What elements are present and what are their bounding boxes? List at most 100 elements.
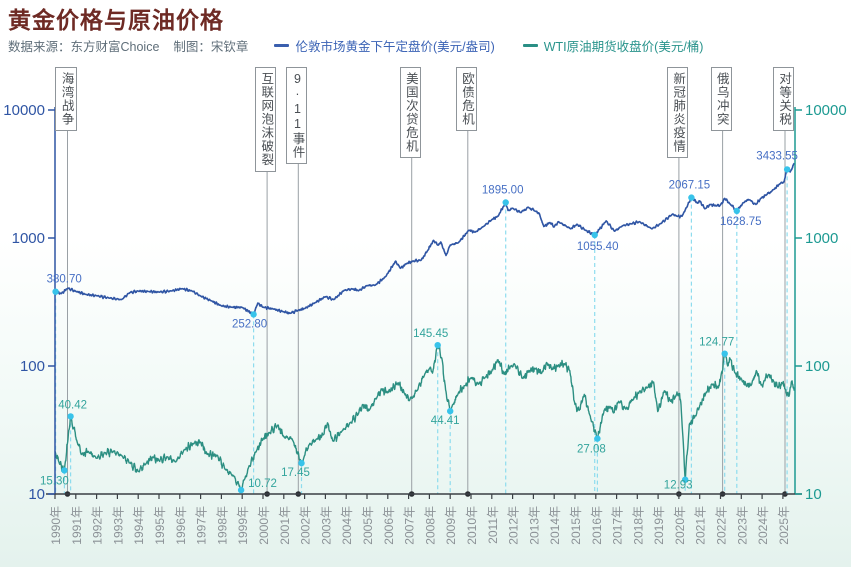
extreme-point-marker [67, 413, 74, 420]
x-tick-label: 1995年 [153, 506, 167, 545]
x-tick-label: 2005年 [361, 506, 375, 545]
extreme-point-marker [237, 486, 245, 494]
wti-line-swatch-icon [522, 44, 538, 47]
extreme-point-marker [594, 435, 601, 442]
x-tick-label: 1990年 [49, 506, 63, 545]
legend-label-wti: WTI原油期货收盘价(美元/桶) [543, 40, 704, 54]
x-tick-label: 2000年 [257, 506, 271, 545]
extreme-value-label: 44.41 [431, 415, 460, 427]
extreme-point-marker [502, 199, 509, 206]
page-title: 黄金价格与原油价格 [8, 7, 224, 33]
x-tick-label: 1993年 [111, 506, 125, 545]
extreme-value-label: 2067.15 [669, 180, 711, 192]
x-tick-label: 2015年 [569, 506, 583, 545]
event-label-box: 互联网泡沫破裂 [255, 67, 277, 172]
subtitle: 数据来源：东方财富Choice 制图：宋钦章 [8, 36, 248, 55]
left-y-tick-label: 10 [28, 486, 45, 503]
wti-price-line [54, 344, 796, 491]
x-tick-label: 2010年 [465, 506, 479, 545]
extreme-value-label: 380.70 [47, 274, 82, 286]
extreme-point-marker [447, 407, 454, 415]
extreme-value-label: 15.30 [40, 475, 69, 487]
x-tick-label: 2003年 [319, 506, 333, 545]
data-source-note: 数据来源：东方财富Choice [8, 40, 160, 54]
extreme-value-label: 40.42 [58, 399, 87, 411]
event-label-box: 新冠肺炎疫情 [666, 67, 689, 158]
legend-label-gold: 伦敦市场黄金下午定盘价(美元/盎司) [295, 40, 495, 54]
legend-item-gold: 伦敦市场黄金下午定盘价(美元/盎司) [274, 36, 495, 55]
extreme-point-marker [721, 350, 728, 357]
extreme-point-marker [434, 342, 441, 349]
event-label-box: 对等关税 [773, 67, 795, 131]
x-tick-label: 2007年 [403, 506, 417, 545]
x-tick-label: 2012年 [507, 506, 521, 545]
x-tick-label: 2009年 [444, 506, 458, 545]
extreme-point-marker [250, 311, 257, 318]
event-label-box: 俄乌冲突 [710, 67, 732, 131]
legend: 伦敦市场黄金下午定盘价(美元/盎司) WTI原油期货收盘价(美元/桶) [274, 36, 731, 55]
right-y-tick-label: 1000 [805, 230, 838, 247]
x-tick-label: 1992年 [91, 506, 105, 545]
extreme-value-label: 3433.55 [756, 150, 798, 162]
event-label-box: 美国次贷危机 [399, 67, 421, 158]
x-tick-label: 2013年 [527, 506, 541, 545]
author-note: 制图：宋钦章 [173, 40, 249, 54]
left-y-tick-label: 100 [20, 358, 45, 375]
x-tick-label: 1997年 [195, 506, 209, 545]
extreme-value-label: 27.08 [577, 444, 606, 456]
x-tick-label: 1991年 [70, 506, 84, 545]
x-tick-label: 2014年 [548, 506, 562, 545]
x-tick-label: 2004年 [340, 506, 354, 545]
x-tick-label: 2006年 [382, 506, 396, 545]
x-tick-label: 2019年 [652, 506, 666, 545]
x-tick-label: 2022年 [715, 506, 729, 545]
extreme-point-marker [61, 467, 68, 474]
extreme-point-marker [733, 207, 740, 215]
extreme-point-marker [591, 231, 598, 239]
left-y-tick-label: 10000 [3, 102, 45, 119]
gold-line-swatch-icon [274, 44, 290, 47]
extreme-value-label: 124.77 [699, 337, 734, 349]
extreme-value-label: 12.93 [664, 480, 693, 492]
chart-header: 数据来源：东方财富Choice 制图：宋钦章 伦敦市场黄金下午定盘价(美元/盎司)… [8, 36, 731, 55]
left-y-tick-label: 1000 [12, 230, 45, 247]
x-tick-label: 2011年 [486, 506, 500, 544]
event-label-box: 9·11事件 [286, 67, 308, 164]
right-y-tick-label: 10000 [805, 102, 847, 119]
legend-item-wti: WTI原油期货收盘价(美元/桶) [522, 36, 704, 55]
gold-price-line [54, 162, 796, 316]
right-y-tick-label: 100 [805, 358, 830, 375]
extreme-value-label: 1895.00 [482, 185, 524, 197]
extreme-value-label: 145.45 [413, 328, 448, 340]
x-tick-label: 1999年 [236, 506, 250, 545]
extreme-value-label: 17.45 [281, 467, 310, 479]
extreme-point-marker [682, 476, 689, 483]
x-tick-label: 2002年 [299, 506, 313, 545]
x-tick-label: 2021年 [694, 506, 708, 545]
right-y-tick-label: 10 [805, 486, 822, 503]
extreme-value-label: 252.80 [232, 318, 267, 330]
x-tick-label: 2017年 [611, 506, 625, 545]
extreme-value-label: 1628.75 [720, 216, 762, 228]
x-tick-label: 2018年 [631, 506, 645, 545]
x-tick-label: 2008年 [423, 506, 437, 545]
x-tick-label: 1994年 [132, 506, 146, 545]
x-tick-label: 2024年 [756, 506, 770, 545]
extreme-point-marker [52, 288, 59, 295]
event-label-box: 海湾战争 [55, 67, 77, 131]
event-label-box: 欧债危机 [455, 67, 477, 131]
extreme-point-marker [783, 166, 791, 173]
extreme-point-marker [688, 194, 695, 201]
extreme-value-label: 1055.40 [577, 241, 619, 253]
x-tick-label: 1998年 [215, 506, 229, 545]
x-tick-label: 2020年 [673, 506, 687, 545]
x-tick-label: 2023年 [735, 506, 749, 545]
extreme-point-marker [298, 459, 305, 467]
x-tick-label: 2025年 [777, 506, 791, 545]
x-tick-label: 1996年 [174, 506, 188, 545]
x-tick-label: 2016年 [590, 506, 604, 545]
extreme-value-label: 10.72 [248, 478, 277, 490]
